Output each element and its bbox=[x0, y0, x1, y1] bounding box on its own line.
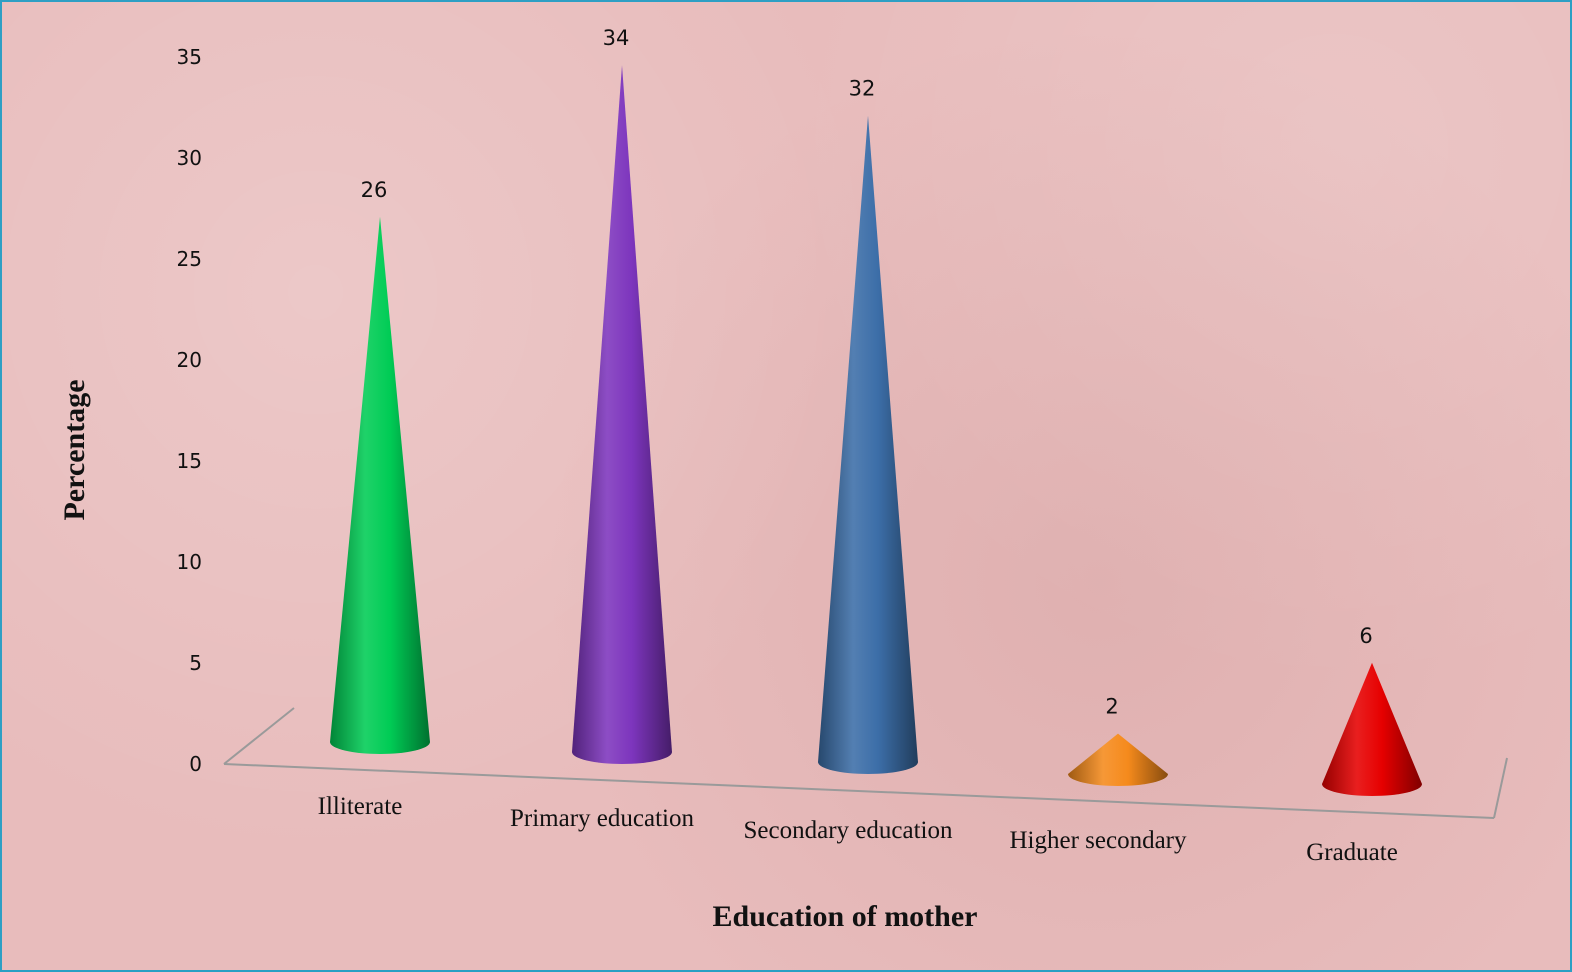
x-tick-label: Primary education bbox=[510, 805, 694, 832]
x-axis-title: Education of mother bbox=[713, 900, 978, 933]
cone-illiterate bbox=[330, 216, 430, 754]
data-label: 32 bbox=[849, 77, 876, 101]
y-tick-label: 35 bbox=[177, 45, 202, 69]
data-label: 26 bbox=[361, 178, 388, 202]
y-tick-label: 0 bbox=[189, 752, 202, 776]
x-tick-label: Graduate bbox=[1306, 839, 1398, 866]
x-tick-label: Higher secondary bbox=[1009, 827, 1187, 854]
cone-secondary-education bbox=[818, 115, 918, 775]
y-tick-label: 25 bbox=[177, 247, 202, 271]
floor-left-edge bbox=[223, 707, 295, 765]
y-axis-title: Percentage bbox=[58, 379, 91, 520]
cone-graduate bbox=[1322, 662, 1422, 796]
cone-series bbox=[330, 65, 1422, 796]
data-label: 6 bbox=[1359, 624, 1372, 648]
y-tick-label: 15 bbox=[177, 449, 202, 473]
x-tick-label: Illiterate bbox=[318, 793, 403, 820]
x-tick-label: Secondary education bbox=[744, 817, 953, 844]
floor-right-edge bbox=[1493, 757, 1508, 819]
y-axis-ticks: 0 5 10 15 20 25 30 35 bbox=[177, 45, 202, 776]
cone-primary-education bbox=[572, 65, 672, 764]
chart-floor bbox=[223, 707, 1508, 819]
x-axis-ticks: Illiterate Primary education Secondary edu… bbox=[318, 793, 1398, 866]
y-tick-label: 10 bbox=[177, 550, 202, 574]
y-tick-label: 30 bbox=[177, 146, 202, 170]
y-tick-label: 20 bbox=[177, 348, 202, 372]
data-label: 2 bbox=[1105, 695, 1118, 719]
cone-higher-secondary bbox=[1068, 733, 1168, 786]
data-label: 34 bbox=[603, 26, 630, 50]
y-tick-label: 5 bbox=[189, 651, 202, 675]
floor-front-edge bbox=[223, 763, 1495, 819]
